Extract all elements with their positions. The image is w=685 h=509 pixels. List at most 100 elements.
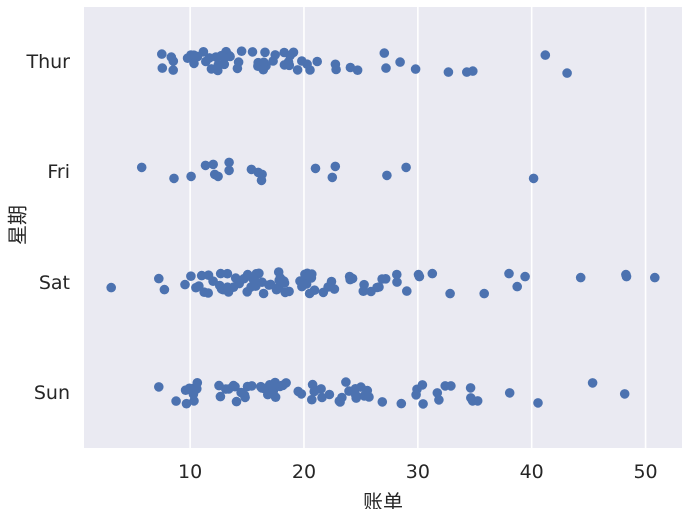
data-point — [189, 58, 199, 69]
data-point — [260, 47, 270, 58]
data-point — [392, 277, 402, 287]
data-point — [334, 396, 345, 406]
data-point — [192, 378, 203, 388]
data-point — [206, 64, 217, 74]
data-point — [256, 175, 267, 186]
data-point — [186, 171, 196, 182]
data-point — [307, 394, 317, 405]
data-point — [222, 282, 233, 293]
data-point — [479, 288, 490, 299]
data-point — [305, 65, 315, 75]
data-point — [222, 268, 233, 279]
data-point — [203, 288, 213, 298]
data-point — [575, 272, 586, 283]
data-point — [528, 173, 539, 184]
data-point — [274, 275, 284, 286]
data-point — [236, 387, 246, 398]
data-point — [414, 271, 425, 282]
data-point — [180, 385, 191, 396]
data-point — [215, 268, 226, 279]
data-point — [650, 272, 660, 283]
data-point — [443, 67, 454, 77]
data-point — [258, 288, 269, 299]
data-point — [504, 268, 514, 279]
data-point — [462, 67, 472, 77]
data-point — [587, 378, 598, 388]
data-point — [317, 392, 327, 403]
data-point — [284, 286, 294, 297]
data-point — [329, 284, 340, 294]
data-point — [395, 57, 405, 67]
data-point — [331, 64, 341, 75]
data-point — [236, 46, 247, 56]
data-point — [364, 392, 374, 402]
data-point — [381, 63, 391, 73]
data-point — [401, 162, 411, 173]
data-point — [327, 172, 338, 183]
data-point — [301, 279, 312, 289]
data-point — [198, 47, 209, 57]
data-point — [434, 395, 444, 405]
data-point — [215, 391, 226, 402]
data-point — [304, 270, 314, 281]
data-point — [265, 279, 276, 290]
x-tick-label: 50 — [633, 461, 658, 483]
data-point — [309, 386, 319, 397]
data-point — [270, 50, 280, 60]
data-point — [427, 268, 438, 279]
data-point — [396, 398, 407, 409]
data-point — [136, 162, 147, 173]
x-tick-label: 40 — [519, 461, 544, 483]
data-point — [224, 165, 234, 176]
data-point — [259, 57, 269, 68]
data-point — [330, 161, 341, 172]
data-point — [466, 393, 476, 403]
data-point — [418, 399, 428, 409]
data-point — [157, 49, 167, 59]
data-point — [214, 280, 225, 291]
data-point — [562, 68, 572, 78]
data-point — [171, 396, 181, 406]
data-point — [380, 274, 391, 284]
data-point — [402, 286, 412, 296]
data-point — [358, 286, 369, 297]
data-point — [256, 381, 266, 392]
data-point — [196, 270, 207, 281]
data-point — [247, 381, 257, 391]
data-point — [285, 50, 295, 61]
data-point — [106, 282, 116, 293]
data-point — [166, 52, 177, 62]
data-point — [194, 281, 204, 291]
data-point — [263, 389, 273, 400]
data-point — [203, 270, 214, 281]
data-point — [324, 389, 335, 400]
data-point — [366, 286, 376, 297]
data-point — [270, 392, 281, 403]
data-point — [157, 63, 168, 73]
data-point — [379, 48, 390, 58]
data-point — [377, 397, 388, 407]
y-axis-label: 星期 — [5, 205, 30, 245]
data-point — [533, 398, 543, 408]
data-point — [181, 398, 192, 409]
data-point — [209, 169, 220, 180]
data-point — [465, 383, 476, 393]
data-point — [411, 390, 421, 400]
data-point — [180, 279, 190, 290]
data-point — [304, 288, 315, 299]
plot-area — [84, 7, 682, 448]
data-point — [232, 63, 243, 74]
data-point — [159, 284, 170, 295]
data-point — [310, 163, 321, 174]
x-tick-label: 20 — [291, 461, 317, 483]
data-point — [350, 384, 361, 394]
data-point — [382, 170, 392, 181]
data-point — [297, 56, 307, 66]
data-point — [168, 65, 178, 75]
data-point — [224, 157, 234, 168]
data-point — [154, 382, 164, 392]
data-point — [312, 56, 322, 67]
data-point — [504, 388, 515, 398]
data-point — [200, 160, 211, 171]
strip-plot-canvas — [106, 7, 660, 448]
